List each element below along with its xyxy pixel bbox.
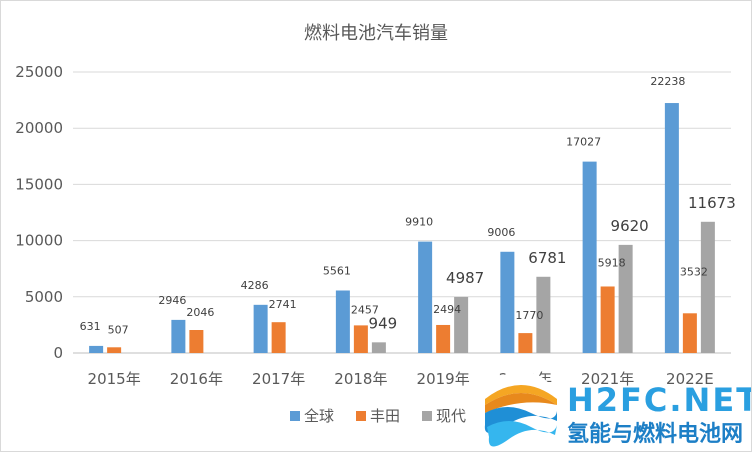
bar-丰田-2019年 [436,324,451,353]
wave-emblem-icon [483,371,559,447]
bar-现代-2021年 [618,244,633,353]
legend-swatch-现代 [422,411,432,421]
y-axis: 0 5000 10000 15000 20000 25000 [15,63,63,362]
bar-丰田-2018年 [353,325,368,353]
bar-现代-2018年 [371,342,386,353]
y-tick-label: 15000 [15,175,63,193]
bar-全球-2020年 [500,251,515,353]
bar-现代-2020年 [536,276,551,353]
data-label-全球-2016年: 2946 [158,294,186,307]
bar-丰田-2021年 [600,286,615,353]
data-label-全球-2015年: 631 [80,320,101,333]
x-axis: 2015年2016年2017年2018年2019年2020年2021年2022E [88,370,714,388]
data-label-丰田-2018年: 2457 [351,303,379,316]
data-label-丰田-2019年: 2494 [433,303,461,316]
bar-全球-2022E [664,103,679,353]
data-label-现代-2020年: 6781 [528,249,566,267]
data-label-全球-2017年: 4286 [241,279,269,292]
data-label-全球-2020年: 9006 [487,226,515,239]
x-tick-label: 2016年 [170,370,223,388]
data-label-全球-2021年: 17027 [566,136,601,149]
bar-现代-2022E [700,221,715,353]
chart-title: 燃料电池汽车销量 [304,23,448,44]
data-label-丰田-2022E: 3532 [680,265,708,278]
legend-label-全球: 全球 [304,407,334,425]
data-label-全球-2019年: 9910 [405,216,433,229]
data-label-现代-2021年: 9620 [611,217,649,235]
data-label-现代-2022E: 11673 [688,194,736,212]
data-label-现代-2018年: 949 [369,314,398,332]
bar-全球-2015年 [89,345,104,353]
x-tick-label: 2018年 [334,370,387,388]
data-label-丰田-2016年: 2046 [186,306,214,319]
y-tick-label: 5000 [25,288,63,306]
x-tick-label: 2019年 [417,370,470,388]
watermark-logo: H2FC.NET 氢能与燃料电池网 [483,371,751,447]
legend-label-丰田: 丰田 [370,407,400,425]
y-tick-label: 10000 [15,232,63,250]
watermark-subtitle: 氢能与燃料电池网 [567,421,743,447]
bar-现代-2019年 [454,296,469,353]
x-tick-label: 2015年 [88,370,141,388]
bar-全球-2021年 [582,161,597,353]
bar-全球-2017年 [253,304,268,353]
y-tick-label: 0 [53,344,63,362]
x-tick-label: 2017年 [252,370,305,388]
bars [89,103,715,353]
data-label-丰田-2015年: 507 [108,323,129,336]
bar-丰田-2015年 [107,347,122,353]
legend-swatch-丰田 [356,411,366,421]
bar-全球-2018年 [335,290,350,353]
data-label-现代-2019年: 4987 [446,269,484,287]
legend: 全球 丰田 现代 [290,407,466,425]
data-label-丰田-2020年: 1770 [515,309,543,322]
watermark-brand: H2FC.NET [567,381,751,419]
x-tick-label: 2021年 [581,370,634,388]
bar-丰田-2022E [682,313,697,353]
bar-丰田-2020年 [518,333,533,353]
data-label-全球-2018年: 5561 [323,264,351,277]
bar-全球-2016年 [171,319,186,353]
data-label-丰田-2021年: 5918 [598,256,626,269]
data-label-全球-2022E: 22238 [650,75,685,88]
y-tick-label: 20000 [15,119,63,137]
bar-全球-2019年 [418,241,433,353]
legend-label-现代: 现代 [436,407,466,425]
legend-swatch-全球 [290,411,300,421]
bar-丰田-2017年 [271,322,286,353]
y-tick-label: 25000 [15,63,63,81]
x-tick-label: 2022E [666,370,714,388]
data-label-丰田-2017年: 2741 [269,298,297,311]
bar-丰田-2016年 [189,330,204,353]
